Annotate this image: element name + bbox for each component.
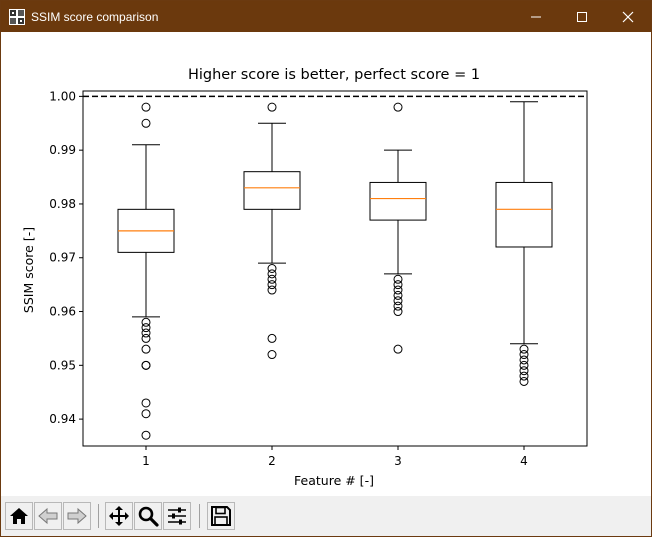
toolbar-separator: [199, 504, 200, 528]
box-iqr: [495, 181, 553, 248]
zoom-button[interactable]: [134, 502, 162, 530]
x-tick-label: 4: [520, 454, 528, 468]
outlier-point: [519, 366, 529, 376]
axes-frame: [82, 90, 588, 447]
outlier-point: [141, 328, 151, 338]
outlier-point: [267, 264, 277, 273]
outlier-point: [519, 371, 529, 381]
outlier-point: [393, 344, 403, 354]
outlier-point: [141, 398, 151, 408]
close-button[interactable]: [605, 1, 651, 32]
subplots-button[interactable]: [163, 502, 191, 530]
navigation-toolbar: [1, 496, 651, 536]
outlier-point: [141, 430, 151, 440]
forward-button[interactable]: [63, 502, 91, 530]
minimize-button[interactable]: [513, 1, 559, 32]
outlier-point: [393, 301, 403, 311]
x-axis-label: Feature # [-]: [294, 473, 374, 488]
title-bar[interactable]: SSIM score comparison: [1, 1, 651, 32]
outlier-point: [393, 274, 403, 284]
outlier-point: [267, 269, 277, 279]
arrow-right-icon: [67, 507, 87, 525]
save-button[interactable]: [207, 502, 235, 530]
y-tick-label: 0.95: [49, 358, 76, 372]
box-iqr: [369, 181, 427, 221]
arrow-left-icon: [38, 507, 58, 525]
home-icon: [10, 508, 28, 524]
box-iqr: [243, 171, 301, 210]
maximize-icon: [577, 11, 587, 22]
chart-title: Higher score is better, perfect score = …: [188, 67, 480, 83]
floppy-disk-icon: [211, 506, 231, 526]
boxplot-chart: Higher score is better, perfect score = …: [21, 67, 588, 488]
outlier-point: [141, 344, 151, 354]
outlier-point: [267, 333, 277, 343]
y-tick-label: 0.96: [49, 305, 76, 319]
outlier-point: [519, 360, 529, 370]
plot-area: 0.94 0.95 0.96 0.97 0.98 0.99 1.00 1 2 3 4: [49, 89, 588, 468]
outlier-point: [393, 296, 403, 306]
figure-canvas[interactable]: Higher score is better, perfect score = …: [1, 32, 651, 496]
outlier-point: [141, 102, 151, 112]
outlier-point: [267, 285, 277, 295]
outlier-point: [393, 290, 403, 300]
outlier-point: [141, 317, 151, 327]
y-tick-label: 1.00: [49, 89, 76, 103]
outlier-point: [267, 274, 277, 284]
outlier-point: [141, 409, 151, 419]
outlier-point: [519, 355, 529, 365]
move-icon: [109, 506, 129, 526]
magnifier-icon: [138, 506, 159, 527]
y-axis-label: SSIM score [-]: [21, 227, 36, 313]
outlier-point: [393, 102, 403, 112]
y-tick-label: 0.98: [49, 197, 76, 211]
outlier-point: [267, 350, 277, 360]
toolbar-separator: [98, 504, 99, 528]
outlier-point: [393, 280, 403, 290]
minimize-icon: [531, 16, 541, 17]
outlier-point: [519, 376, 529, 386]
x-tick-label: 3: [394, 454, 402, 468]
y-tick-label: 0.94: [49, 412, 76, 426]
outlier-point: [267, 280, 277, 290]
matplotlib-app-icon: [9, 9, 25, 25]
x-tick-label: 2: [268, 454, 276, 468]
outlier-point: [267, 102, 277, 112]
window-title: SSIM score comparison: [31, 10, 159, 24]
outlier-point: [519, 344, 529, 354]
outlier-point: [393, 285, 403, 295]
pan-button[interactable]: [105, 502, 133, 530]
home-button[interactable]: [5, 502, 33, 530]
back-button[interactable]: [34, 502, 62, 530]
sliders-icon: [168, 507, 186, 525]
y-tick-label: 0.97: [49, 251, 76, 265]
maximize-button[interactable]: [559, 1, 605, 32]
outlier-point: [519, 350, 529, 360]
outlier-point: [393, 307, 403, 317]
outlier-point: [141, 118, 151, 128]
close-icon: [622, 11, 634, 22]
outlier-point: [141, 360, 151, 370]
outlier-point: [141, 333, 151, 343]
y-tick-label: 0.99: [49, 143, 76, 157]
outlier-point: [141, 323, 151, 333]
x-tick-label: 1: [142, 454, 150, 468]
